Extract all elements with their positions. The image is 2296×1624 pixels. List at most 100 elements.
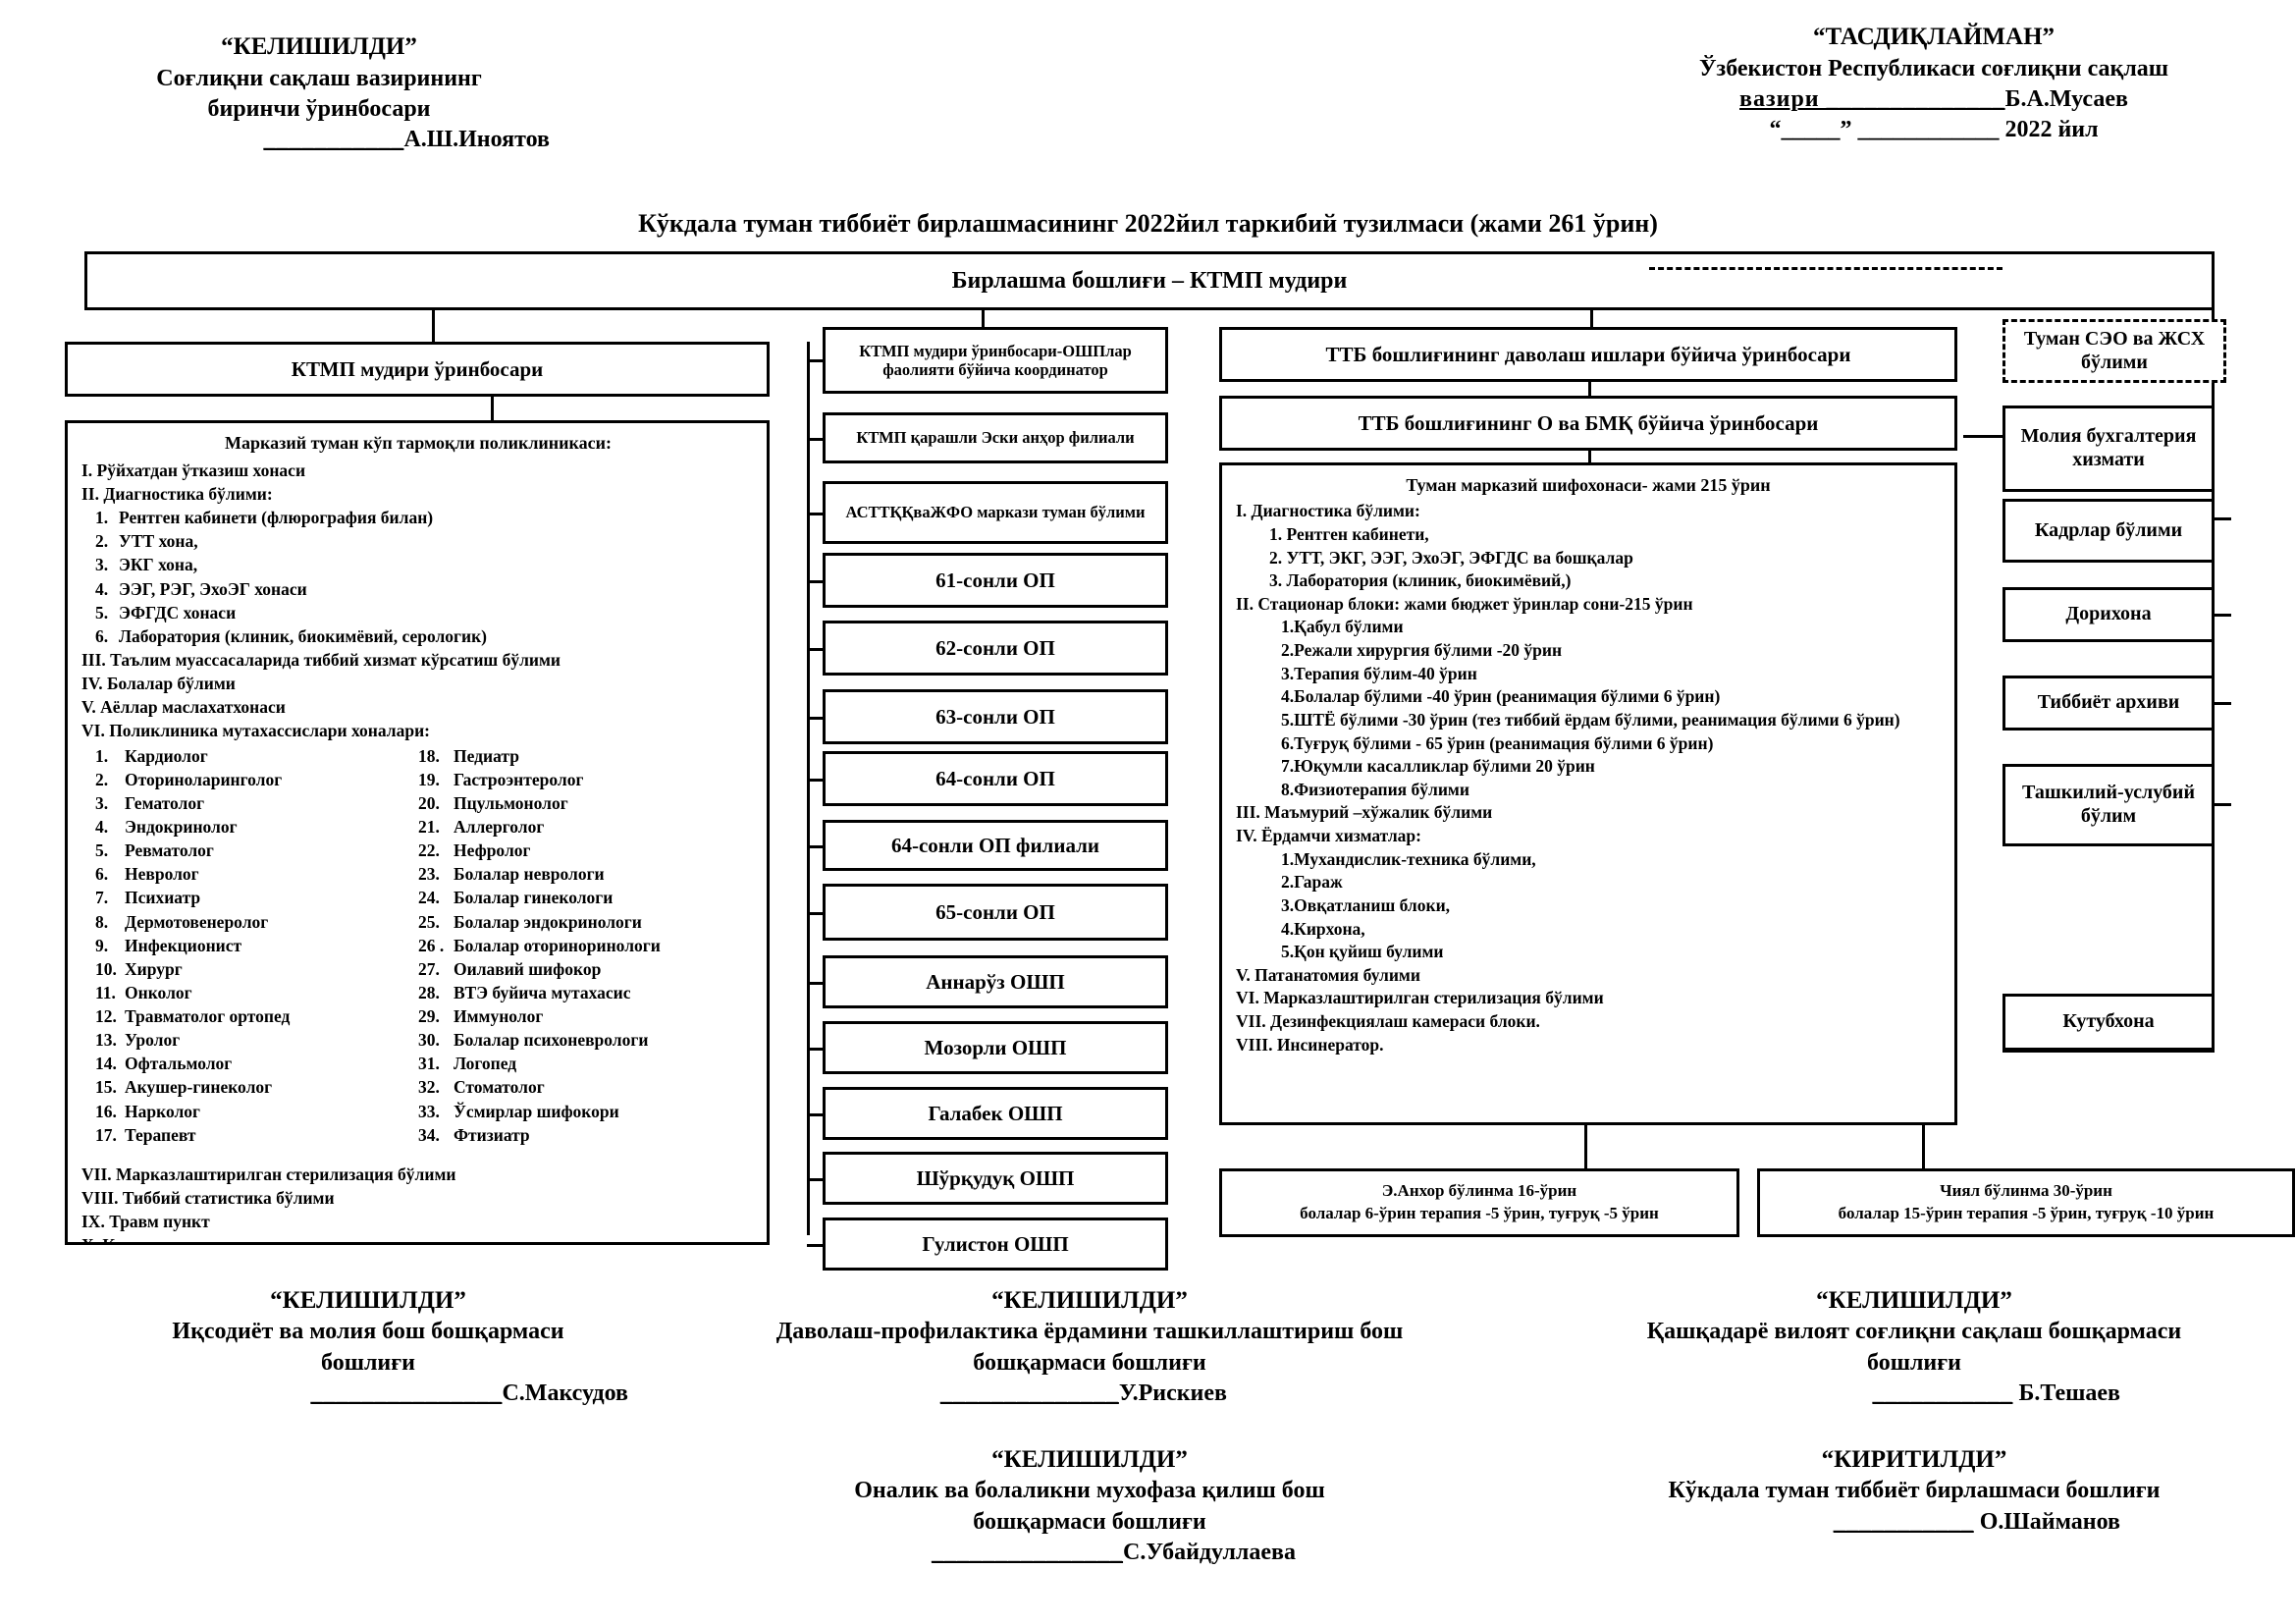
- item-number: 30.: [418, 1030, 440, 1051]
- branch-anhor-label: Э.Анхор бўлинма 16-ўрин болалар 6-ўрин т…: [1222, 1171, 1736, 1234]
- footer4-blank: _______________: [932, 1540, 1124, 1566]
- item-text: ВТЭ буйича мутахасис: [454, 982, 631, 1002]
- item-number: 1.: [1281, 617, 1295, 637]
- item-number: 4.: [1281, 686, 1295, 707]
- item-text: Нефролог: [454, 840, 531, 861]
- list-item: 22. Нефролог: [418, 839, 755, 862]
- item-number: 28.: [418, 982, 440, 1002]
- footer1-quote: “КЕЛИШИЛДИ”: [270, 1287, 466, 1314]
- hospital-section-4: IV. Ёрдамчи хизматлар:: [1236, 826, 1421, 846]
- list-item: 26 . Болалар оториноринологи: [418, 934, 755, 957]
- item-number: 5.: [95, 602, 109, 623]
- footer4-line1: Оналик ва болаликни мухофаза қилиш бош: [854, 1478, 1325, 1503]
- list-item: 32. Стоматолог: [418, 1075, 755, 1099]
- left-approval-name: А.Ш.Иноятов: [403, 126, 550, 152]
- far-right-box-4-label: Ташкилий-услубий бўлим: [2022, 782, 2195, 827]
- list-item: 5. Ревматолог: [81, 839, 418, 862]
- footer2-line2: бошқармаси бошлиғи: [973, 1349, 1206, 1376]
- item-number: 8.: [95, 911, 109, 932]
- item-text: Онколог: [125, 982, 192, 1002]
- right-approval-quote: “ТАСДИҚЛАЙМАН”: [1812, 24, 2056, 50]
- item-text: Мухандислик-техника бўлими,: [1294, 848, 1536, 869]
- far-right-box-0: Молия бухгалтерия хизмати: [2002, 406, 2215, 492]
- polyclinic-title: Марказий туман кўп тармоқли поликлиникас…: [225, 433, 612, 453]
- item-number: 24.: [418, 888, 440, 908]
- item-number: 10.: [95, 958, 117, 979]
- hospital-section-8: VIII. Инсинератор.: [1236, 1034, 1384, 1055]
- page-title: Кўкдала туман тиббиёт бирлашмасининг 202…: [638, 209, 1658, 238]
- item-text: Ўсмирлар шифокори: [454, 1101, 619, 1121]
- footer1-line2: бошлиғи: [321, 1349, 415, 1376]
- list-item: 1. Кардиолог: [81, 744, 418, 768]
- mid-box-9: Аннарўз ОШП: [823, 955, 1168, 1008]
- branch-chiyal-label: Чиял бўлинма 30-ўрин болалар 15-ўрин тер…: [1760, 1171, 2292, 1234]
- footer4-name: С.Убайдуллаева: [1123, 1540, 1296, 1566]
- list-item: 3. Гематолог: [81, 791, 418, 815]
- mid-box-11-label: Галабек ОШП: [928, 1101, 1063, 1125]
- list-item: 15. Акушер-гинеколог: [81, 1075, 418, 1099]
- far-right-box-0-label: Молия бухгалтерия хизмати: [2020, 425, 2197, 470]
- item-text: Иммунолог: [454, 1006, 544, 1027]
- item-text: Фтизиатр: [454, 1124, 530, 1145]
- footer5-quote: “КИРИТИЛДИ”: [1821, 1446, 2007, 1473]
- item-number: 1.: [1281, 848, 1295, 869]
- ktmp-deputy-box: КТМП мудири ўринбосари: [65, 342, 770, 397]
- far-right-connector-3: [2212, 702, 2231, 705]
- mid-connector-5: [807, 717, 825, 720]
- item-text: Юқумли касалликлар бўлими 20 ўрин: [1294, 756, 1595, 777]
- list-item: 13. Уролог: [81, 1028, 418, 1052]
- list-item: 21. Аллерголог: [418, 815, 755, 839]
- item-text: Болалар гинекологи: [454, 888, 614, 908]
- polyclinic-section-4: IV. Болалар бўлими: [81, 674, 236, 694]
- footer5-signature-line: ___________ О.Шайманов: [1541, 1507, 2287, 1539]
- far-right-box-2: Дорихона: [2002, 587, 2215, 642]
- list-item: 9. Инфекционист: [81, 934, 418, 957]
- far-right-spine-bottom: [2002, 1050, 2215, 1053]
- list-item: 17. Терапевт: [81, 1123, 418, 1147]
- item-text: Терапевт: [125, 1124, 196, 1145]
- specialists-column-left: 1. Кардиолог 2. Оториноларинголог 3. Гемато…: [81, 744, 418, 1147]
- connector-hospital-to-branch-3: [1922, 1125, 1925, 1168]
- polyclinic-panel: Марказий туман кўп тармоқли поликлиникас…: [65, 420, 770, 1245]
- mid-box-2-label: АСТТҚҚваЖФО маркази туман бўлими: [845, 503, 1146, 522]
- mid-box-4: 62-сонли ОП: [823, 621, 1168, 676]
- item-text: Терапия бўлим-40 ўрин: [1294, 663, 1477, 683]
- header-right-approval: “ТАСДИҚЛАЙМАН” Ўзбекистон Республикаси с…: [1610, 22, 2258, 145]
- item-number: 2.: [1281, 640, 1295, 661]
- mid-box-9-label: Аннарўз ОШП: [926, 969, 1065, 994]
- item-text: ШТЁ бўлими -30 ўрин (тез тиббий ёрдам бў…: [1294, 709, 1900, 730]
- polyclinic-section-5: V. Аёллар маслахатхонаси: [81, 697, 286, 718]
- left-approval-line2: биринчи ўринбосари: [207, 95, 431, 122]
- hospital-diag-3: 3. Лаборатория (клиник, биокимёвий,): [1269, 570, 1572, 591]
- polyclinic-section-10: X. Кундузги стационар: [81, 1233, 755, 1242]
- seo-dashed-label: Туман СЭО ва ЖСХ бўлими: [2023, 327, 2206, 373]
- connector-top-to-right: [1590, 310, 1593, 342]
- item-text: Режали хирургия бўлими -20 ўрин: [1294, 640, 1563, 661]
- hospital-section-6: VI. Марказлаштирилган стерилизация бўлим…: [1236, 988, 1604, 1008]
- footer5-name: О.Шайманов: [1973, 1508, 2120, 1535]
- hospital-section-2: II. Стационар блоки: жами бюджет ўринлар…: [1236, 593, 1693, 614]
- central-hospital-body: Туман марказий шифохонаси- жами 215 ўрин…: [1222, 465, 1954, 1122]
- far-right-box-1: Кадрлар бўлими: [2002, 499, 2215, 563]
- connector-top-to-mid: [982, 310, 985, 342]
- item-text: Акушер-гинеколог: [125, 1077, 273, 1098]
- top-chief-label: Бирлашма бошлиғи – КТМП мудири: [951, 267, 1348, 294]
- far-right-box-5: Кутубхона: [2002, 994, 2215, 1051]
- footer1-signature-line: _______________С.Максудов: [108, 1379, 628, 1410]
- mid-box-13: Гулистон ОШП: [823, 1218, 1168, 1271]
- mid-connector-10: [807, 1048, 825, 1051]
- mid-box-7: 64-сонли ОП филиали: [823, 820, 1168, 871]
- ttb-deputy-treatment-box: ТТБ бошлиғининг даволаш ишлари бўйича ўр…: [1219, 327, 1957, 382]
- item-text: Оториноларинголог: [125, 769, 283, 789]
- item-number: 2.: [95, 531, 109, 552]
- connector-deputy2-to-hospital: [1588, 451, 1591, 462]
- item-number: 2.: [95, 769, 109, 789]
- far-right-box-5-label: Кутубхона: [2062, 1010, 2155, 1033]
- list-item: 3. Овқатланиш блоки,: [1236, 894, 1941, 918]
- hospital-section-7: VII. Дезинфекциялаш камераси блоки.: [1236, 1011, 1540, 1032]
- list-item: 16. Нарколог: [81, 1100, 418, 1123]
- list-item: 33. Ўсмирлар шифокори: [418, 1100, 755, 1123]
- item-number: 1.: [95, 745, 109, 766]
- hospital-section-1: I. Диагностика бўлими:: [1236, 501, 1420, 521]
- hospital-helpers-list: 1. Мухандислик-техника бўлими, 2. Гараж 3.…: [1236, 848, 1941, 964]
